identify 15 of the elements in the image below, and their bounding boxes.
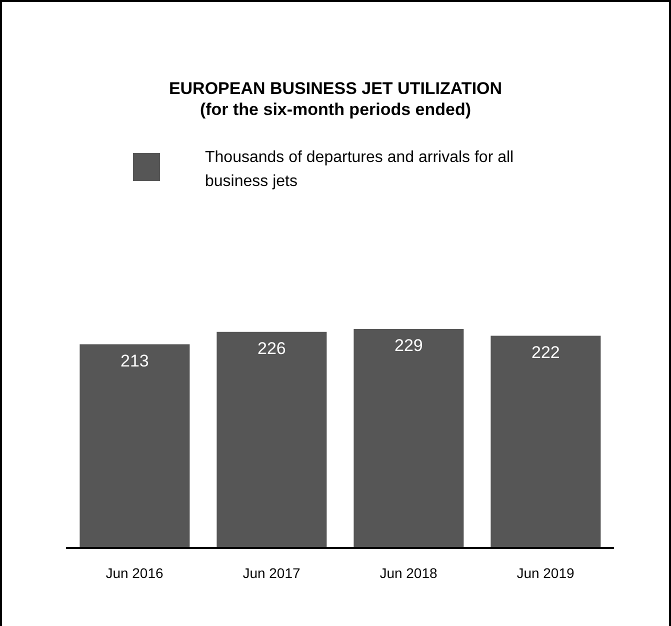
x-tick-label: Jun 2017 xyxy=(242,564,301,581)
bar xyxy=(354,329,464,548)
x-tick-label: Jun 2018 xyxy=(380,564,438,581)
x-tick-label: Jun 2016 xyxy=(106,564,164,581)
chart-title: EUROPEAN BUSINESS JET UTILIZATION xyxy=(168,78,504,99)
x-tick-label: Jun 2019 xyxy=(516,564,575,581)
data-label: 213 xyxy=(120,351,149,370)
bar xyxy=(216,332,327,548)
text: Thousands of departures and arrivals for all business jets xyxy=(205,148,515,192)
data-label: 222 xyxy=(532,342,560,362)
bar xyxy=(80,344,190,548)
data-label: 229 xyxy=(394,336,423,356)
chart-subtitle: (for the six-month periods ended) xyxy=(198,99,472,120)
data-label: 226 xyxy=(258,338,286,358)
bar xyxy=(490,336,601,548)
